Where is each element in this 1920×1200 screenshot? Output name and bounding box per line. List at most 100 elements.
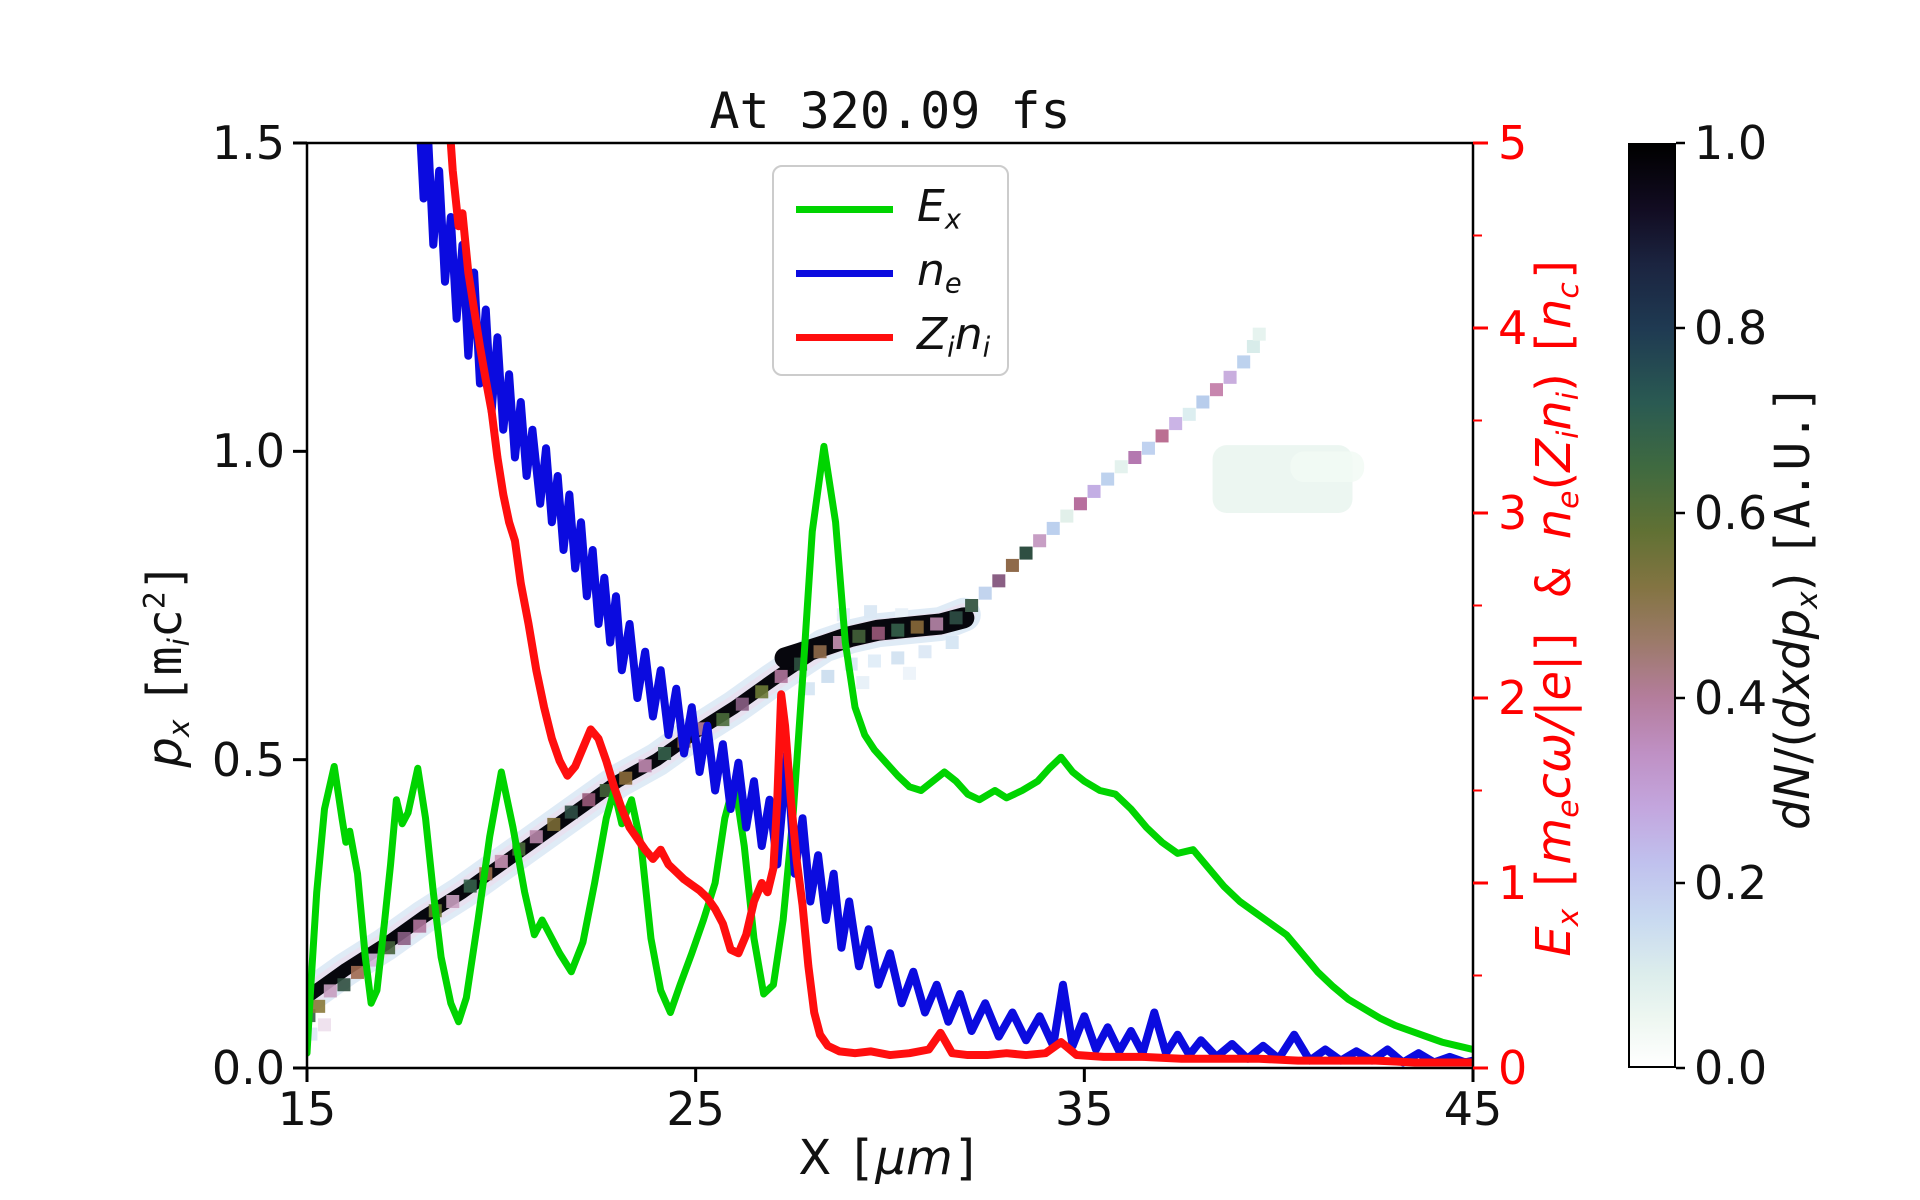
phase-streak-cell bbox=[1128, 450, 1142, 465]
phase-accent-cell bbox=[323, 984, 337, 998]
x-tick-label-25: 25 bbox=[666, 1082, 725, 1136]
phase-accent-cell bbox=[910, 620, 924, 634]
phase-accent-cell bbox=[351, 965, 365, 979]
phase-streak-cell bbox=[1223, 370, 1237, 384]
x-tick-label-35: 35 bbox=[1055, 1082, 1114, 1136]
legend-line-ex bbox=[796, 205, 893, 213]
phase-streak-cell bbox=[1246, 339, 1260, 354]
phase-streak-cell bbox=[1182, 407, 1196, 421]
colorbar bbox=[1628, 143, 1676, 1068]
colorbar-label: dN/(dxdpx) [A.U.] bbox=[1764, 383, 1826, 831]
phase-streak-cell bbox=[1005, 558, 1019, 572]
phase-accent-cell bbox=[529, 830, 543, 844]
left-tick-label-1.0: 1.0 bbox=[211, 424, 285, 479]
phase-accent-cell bbox=[774, 669, 788, 683]
curve-ex bbox=[307, 442, 1473, 1057]
phase-accent-cell bbox=[494, 854, 508, 868]
phase-haze-cell bbox=[891, 651, 905, 665]
phase-accent-cell bbox=[735, 697, 749, 711]
phase-streak-cell bbox=[1237, 355, 1251, 369]
phase-accent-cell bbox=[852, 629, 866, 643]
legend-label-zini: Zini bbox=[917, 308, 991, 364]
phase-streak-cell bbox=[1209, 383, 1223, 397]
legend-line-zini bbox=[796, 333, 893, 341]
x-tick-label-45: 45 bbox=[1443, 1082, 1503, 1136]
legend-label-ex: Ex bbox=[917, 180, 961, 236]
phase-accent-cell bbox=[930, 617, 944, 631]
phase-haze-cell bbox=[856, 676, 870, 690]
right-tick-label-1: 1 bbox=[1498, 856, 1528, 910]
phase-accent-cell bbox=[871, 626, 885, 640]
phase-haze-cell bbox=[918, 645, 932, 659]
phase-accent-cell bbox=[638, 759, 652, 773]
phase-streak-cell bbox=[1019, 546, 1033, 560]
colorbar-tick-label-0.2: 0.2 bbox=[1694, 856, 1768, 910]
phase-accent-cell bbox=[949, 611, 963, 625]
right-tick-label-3: 3 bbox=[1498, 486, 1528, 540]
plot-content bbox=[307, 143, 1473, 1067]
colorbar-tick-label-0.8: 0.8 bbox=[1694, 301, 1768, 355]
phase-streak-cell bbox=[1252, 327, 1266, 341]
phase-haze-cell bbox=[945, 635, 959, 650]
phase-accent-cell bbox=[582, 793, 596, 807]
phase-streak-cell bbox=[965, 598, 979, 613]
phase-haze-cell bbox=[317, 1018, 332, 1032]
phase-accent-cell bbox=[891, 623, 905, 637]
left-tick-label-0.0: 0.0 bbox=[211, 1041, 285, 1095]
phase-streak-cell bbox=[1114, 460, 1128, 474]
curve-zini bbox=[446, 143, 1473, 1067]
colorbar-tick-label-1.0: 1.0 bbox=[1694, 116, 1768, 170]
left-tick-label-1.5: 1.5 bbox=[211, 116, 285, 170]
phase-accent-cell bbox=[755, 685, 769, 699]
phase-accent-cell bbox=[716, 713, 730, 727]
colorbar-tick-label-0.0: 0.0 bbox=[1694, 1041, 1768, 1095]
x-axis-label: X [μm] bbox=[798, 1130, 982, 1186]
phase-streak-cell bbox=[1073, 497, 1087, 511]
legend: Ex ne Zini bbox=[772, 165, 1009, 376]
phase-streak-cell bbox=[1060, 509, 1074, 523]
phase-accent-cell bbox=[446, 894, 460, 909]
phase-accent-cell bbox=[413, 919, 427, 933]
phase-haze-cell bbox=[902, 666, 916, 680]
phase-streak-cell bbox=[1046, 521, 1060, 535]
right-tick-label-0: 0 bbox=[1498, 1041, 1528, 1095]
phase-accent-cell bbox=[547, 817, 561, 831]
phase-accent-cell bbox=[813, 645, 827, 659]
phase-accent-cell bbox=[312, 999, 326, 1013]
phase-haze-cell bbox=[821, 669, 835, 683]
phase-accent-cell bbox=[619, 771, 633, 785]
legend-line-ne bbox=[796, 269, 893, 277]
legend-item-ne: ne bbox=[796, 241, 1007, 305]
right-tick-label-5: 5 bbox=[1498, 116, 1528, 170]
phase-streak-cell bbox=[1169, 417, 1183, 431]
phase-streak-cell bbox=[1155, 429, 1169, 443]
phase-streak-cell bbox=[1087, 484, 1101, 498]
colorbar-tick-label-0.6: 0.6 bbox=[1694, 486, 1768, 540]
green-haze-2 bbox=[1290, 451, 1365, 483]
phase-accent-cell bbox=[397, 931, 411, 946]
phase-accent-cell bbox=[463, 879, 477, 893]
phase-streak-cell bbox=[1033, 534, 1047, 548]
phase-streak-cell bbox=[1141, 441, 1155, 455]
right-tick-label-2: 2 bbox=[1498, 671, 1528, 725]
phase-streak-cell bbox=[992, 574, 1006, 588]
legend-item-zini: Zini bbox=[796, 305, 1007, 369]
phase-accent-cell bbox=[366, 953, 380, 967]
right-axis-label: Ex [mecω/|e|] & ne(Zini) [nc] bbox=[1525, 253, 1587, 957]
phase-streak-cell bbox=[1196, 395, 1210, 409]
legend-item-ex: Ex bbox=[796, 177, 1007, 241]
phase-haze-cell bbox=[867, 654, 881, 668]
phase-streak-cell bbox=[1101, 472, 1115, 486]
phase-haze-cell bbox=[307, 1027, 318, 1041]
right-tick-label-4: 4 bbox=[1498, 301, 1528, 355]
phase-accent-cell bbox=[337, 978, 351, 992]
phase-accent-cell bbox=[658, 746, 672, 761]
phase-streak-cell bbox=[978, 586, 992, 600]
left-tick-label-0.5: 0.5 bbox=[211, 732, 285, 787]
chart-title: At 320.09 fs bbox=[709, 82, 1071, 140]
phase-accent-cell bbox=[564, 805, 578, 819]
phase-haze-cell bbox=[864, 605, 878, 619]
legend-label-ne: ne bbox=[917, 244, 962, 300]
